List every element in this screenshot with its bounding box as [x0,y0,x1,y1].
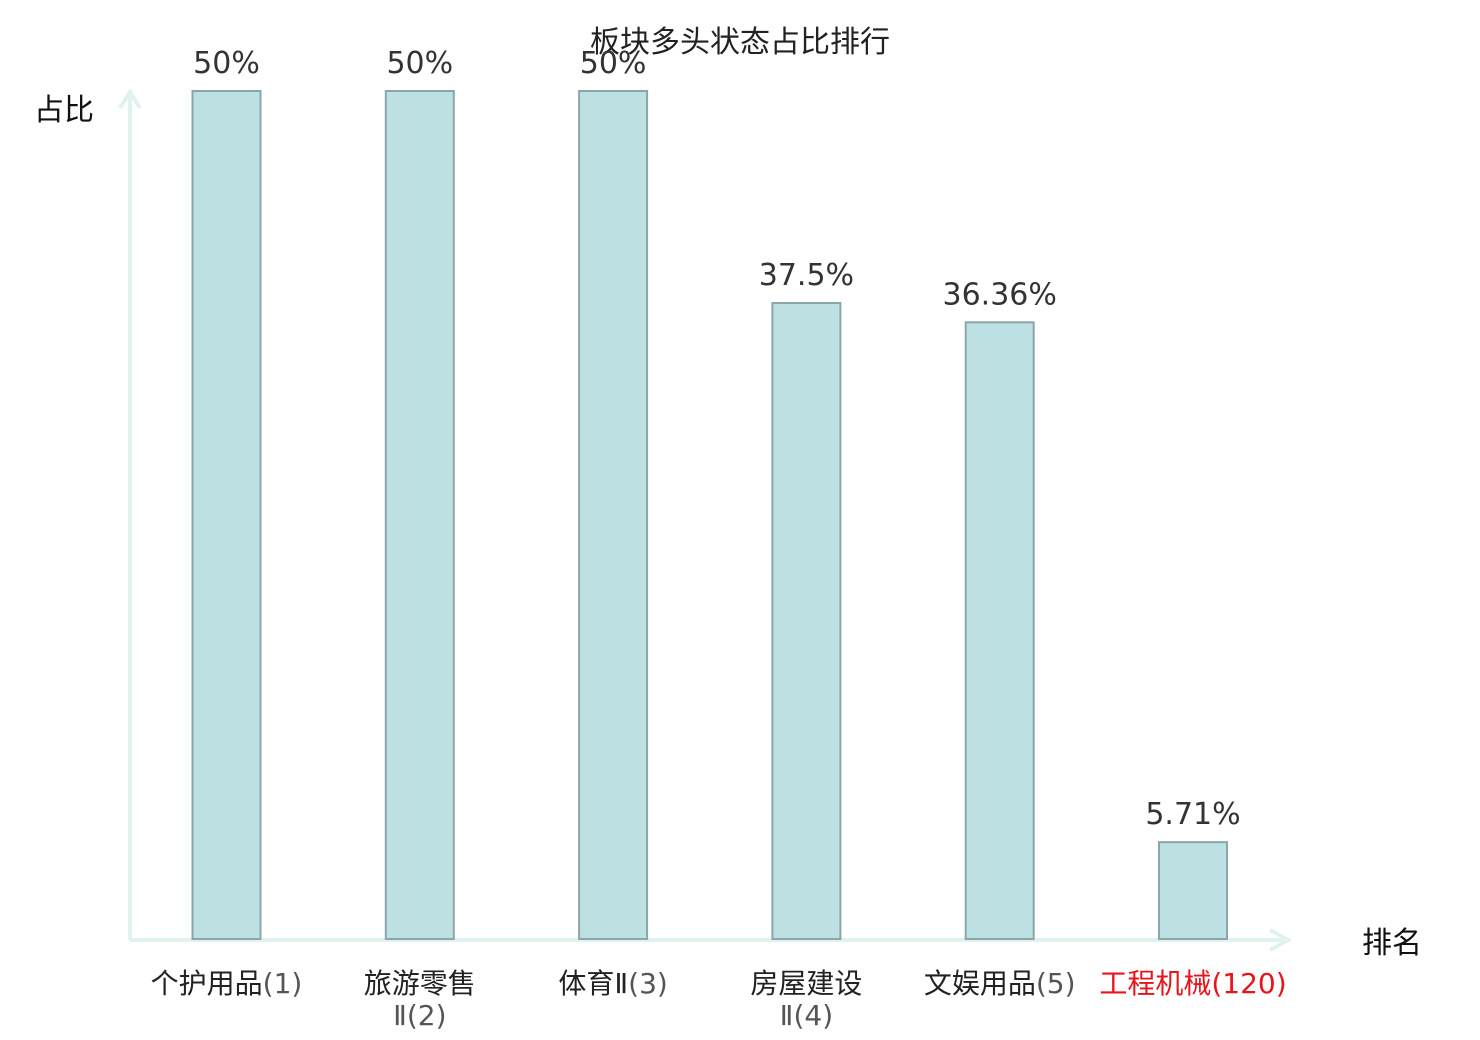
category-labels-group: 个护用品(1) 旅游零售 Ⅱ(2) 体育Ⅱ(3) 房屋建设 Ⅱ(4) 文娱用品(5) 工程机械… [151,967,1287,1032]
category-label: 旅游零售 Ⅱ(2) [364,967,476,1032]
bar [771,302,842,940]
bar-value-label: 5.71% [1145,797,1240,832]
category-label: 体育Ⅱ(3) [558,967,667,1000]
bar [1158,841,1228,940]
bar-value-label: 36.36% [943,277,1057,312]
y-axis-label: 占比 [34,93,94,128]
bar [964,321,1035,940]
bar-value-label: 37.5% [759,258,854,293]
bar [384,90,455,940]
category-label: 个护用品(1) [151,967,303,1000]
y-axis-arrow [118,88,142,110]
bar-value-label: 50% [580,46,647,81]
x-axis-label: 排名 [1362,926,1422,961]
x-axis-arrow [1269,928,1293,952]
bar-value-label: 50% [386,46,453,81]
bar-value-label: 50% [193,46,260,81]
bar [191,90,262,940]
category-label: 工程机械(120) [1099,967,1286,1000]
chart-title: 板块多头状态占比排行 [590,25,890,60]
category-label: 文娱用品(5) [924,967,1076,1000]
bar [578,90,649,940]
bars-group [191,90,1228,940]
value-labels-group: 50% 50% 50% 37.5% 36.36% 5.71% [193,46,1241,832]
category-label: 房屋建设 Ⅱ(4) [750,967,862,1032]
